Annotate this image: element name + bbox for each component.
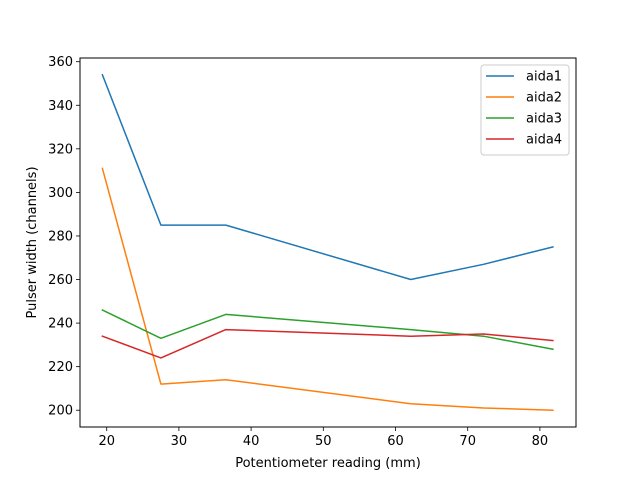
y-axis-label: Pulser width (channels) xyxy=(25,166,40,318)
series-line-aida3 xyxy=(101,308,554,351)
legend: aida1 aida2 aida3 aida4 xyxy=(480,64,570,156)
y-tick-label: 200 xyxy=(48,404,73,419)
x-tick-label: 70 xyxy=(459,434,476,449)
x-tick-label: 20 xyxy=(98,434,115,449)
y-tick-label: 320 xyxy=(48,142,73,157)
series-line-aida4 xyxy=(101,328,554,359)
x-tick-label: 30 xyxy=(171,434,188,449)
y-tick-label: 260 xyxy=(48,273,73,288)
legend-label-aida3: aida3 xyxy=(526,112,562,127)
y-tick-label: 280 xyxy=(48,229,73,244)
legend-label-aida2: aida2 xyxy=(526,91,562,106)
legend-label-aida4: aida4 xyxy=(526,133,562,148)
x-tick-label: 50 xyxy=(315,434,332,449)
plot-frame xyxy=(79,57,577,428)
y-axis-ticks: 200 220 240 260 280 300 320 340 360 xyxy=(48,55,80,419)
legend-box xyxy=(480,64,570,156)
y-tick-label: 340 xyxy=(48,99,73,114)
series-line-aida2 xyxy=(101,167,554,411)
x-axis-ticks: 20 30 40 50 60 70 80 xyxy=(98,427,548,449)
x-tick-label: 40 xyxy=(243,434,260,449)
y-tick-label: 240 xyxy=(48,317,73,332)
y-tick-label: 300 xyxy=(48,186,73,201)
y-tick-label: 360 xyxy=(48,55,73,70)
series-line-aida1 xyxy=(101,73,554,281)
x-axis-label: Potentiometer reading (mm) xyxy=(235,456,421,471)
x-tick-label: 60 xyxy=(387,434,404,449)
series-lines xyxy=(101,73,554,411)
x-tick-label: 80 xyxy=(532,434,549,449)
y-tick-label: 220 xyxy=(48,360,73,375)
legend-label-aida1: aida1 xyxy=(526,70,562,85)
